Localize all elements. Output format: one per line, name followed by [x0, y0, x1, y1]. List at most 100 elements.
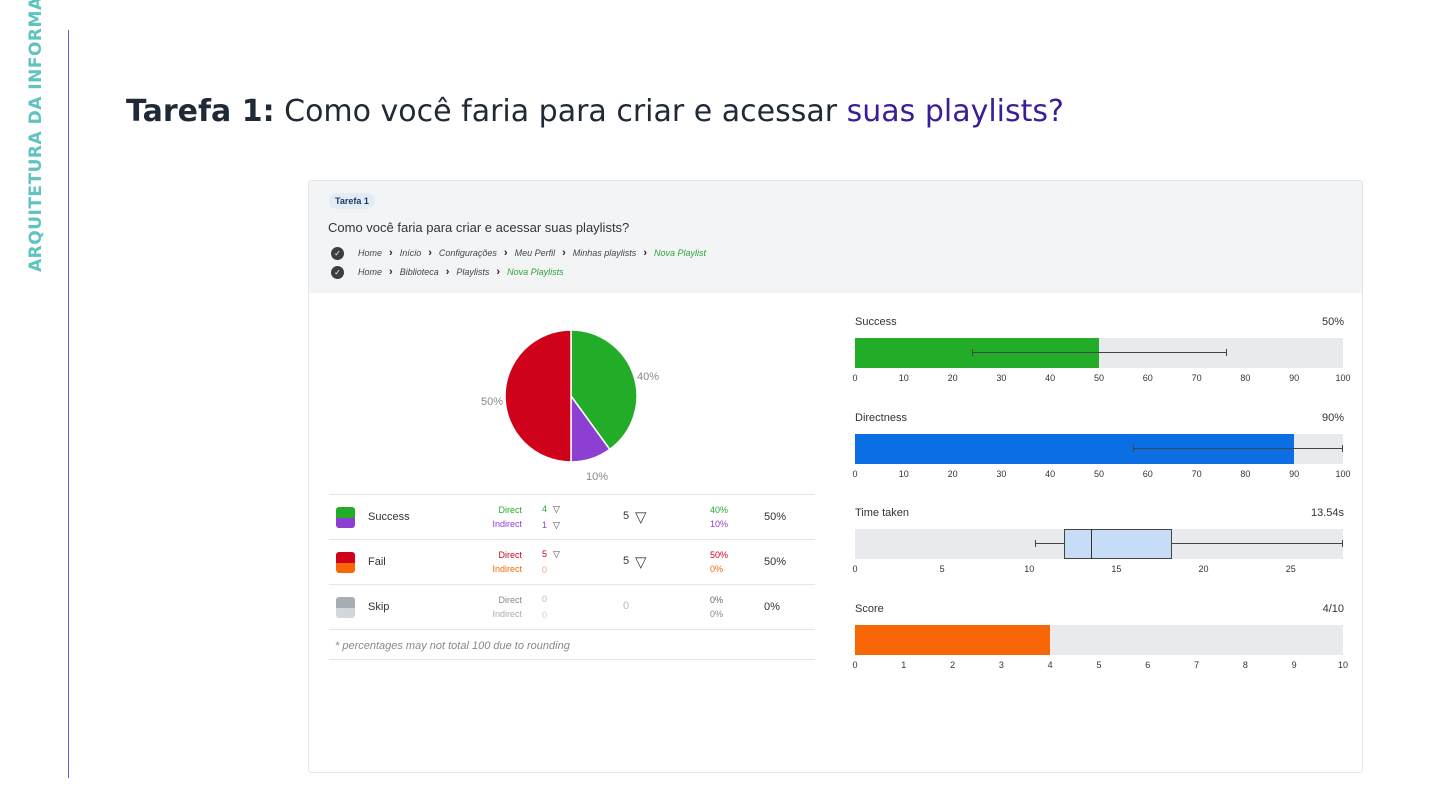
indirect-label: Indirect — [492, 519, 522, 529]
pie-label-fail: 50% — [481, 396, 504, 408]
tick-label: 100 — [1335, 373, 1351, 383]
tick-label: 10 — [1024, 564, 1035, 574]
indirect-count: 0 — [542, 610, 548, 620]
page-title: Tarefa 1: Como você faria para criar e a… — [126, 94, 1064, 129]
tick-label: 0 — [852, 564, 858, 574]
tick-label: 8 — [1242, 660, 1248, 670]
correct-path-1: ✓ Home › Início › Configurações › Meu Perfil › M… — [331, 246, 706, 260]
success-swatch — [336, 507, 355, 528]
chevron-right-icon: › — [643, 247, 647, 259]
indirect-count: 1 — [542, 520, 548, 530]
table-row-fail: Fail Direct Indirect 5 ▽ 0 5 ▽ 50% 0% 50… — [329, 539, 815, 584]
tick-label: 90 — [1289, 373, 1300, 383]
filter-icon[interactable]: ▽ — [553, 549, 560, 559]
path-step: Minhas playlists — [572, 248, 637, 258]
error-cap — [1133, 445, 1135, 452]
side-section-label: ARQUITETURA DA INFORMAÇÃO — [26, 0, 46, 272]
skip-swatch — [336, 597, 355, 618]
row-name: Fail — [368, 556, 386, 568]
bar-fill — [855, 338, 1099, 368]
side-divider — [68, 30, 69, 778]
error-bar — [972, 352, 1226, 353]
direct-count: 0 — [542, 594, 548, 604]
path-step: Playlists — [456, 267, 490, 277]
results-table: Success Direct Indirect 4 ▽ 1 ▽ 5 ▽ 40% … — [329, 494, 815, 660]
tick-label: 0 — [852, 469, 858, 479]
path-step: Configurações — [438, 248, 497, 258]
row-total: 0 — [623, 600, 630, 612]
tick-label: 70 — [1191, 469, 1202, 479]
title-task-number: Tarefa 1: — [126, 94, 275, 129]
tick-label: 40 — [1045, 469, 1056, 479]
correct-path-2: ✓ Home › Biblioteca › Playlists › Nova Playlis… — [331, 265, 564, 279]
row-total-percent: 50% — [764, 511, 787, 523]
axis-ticks: 0 10 20 30 40 50 60 70 80 90 100 — [852, 469, 1350, 481]
task-header: Tarefa 1 Como você faria para criar e ac… — [309, 181, 1362, 293]
metric-value: 50% — [1321, 316, 1344, 328]
filter-icon[interactable]: ▽ — [635, 509, 647, 526]
tick-label: 50 — [1093, 373, 1105, 383]
tick-label: 25 — [1285, 564, 1296, 574]
tick-label: 70 — [1191, 373, 1202, 383]
metric-title: Time taken — [855, 507, 910, 519]
indirect-label: Indirect — [492, 564, 522, 574]
path-step: Home — [358, 267, 383, 277]
direct-percent: 50% — [710, 550, 729, 560]
row-total: 5 — [623, 555, 630, 567]
direct-count: 5 — [542, 549, 548, 559]
task-question: Como você faria para criar e acessar sua… — [328, 220, 630, 235]
box-whisker — [1034, 543, 1343, 544]
axis-ticks: 0 1 2 3 4 5 6 7 8 9 10 — [852, 660, 1348, 672]
chevron-right-icon: › — [445, 266, 450, 278]
direct-percent: 40% — [710, 505, 729, 515]
metric-success: Success 50% 0 10 20 30 40 50 60 70 80 90 100 — [852, 316, 1350, 386]
title-highlight: suas playlists? — [846, 94, 1064, 129]
tick-label: 4 — [1047, 660, 1053, 670]
path-step: Meu Perfil — [514, 248, 556, 258]
tick-label: 60 — [1142, 373, 1153, 383]
table-footnote-row: * percentages may not total 100 due to r… — [329, 629, 815, 660]
tick-label: 3 — [998, 660, 1004, 670]
metric-directness: Directness 90% 0 10 20 30 40 50 60 70 80 90 100 — [852, 412, 1350, 482]
chevron-right-icon: › — [389, 247, 393, 259]
tick-label: 80 — [1240, 469, 1251, 479]
tick-label: 10 — [898, 469, 909, 479]
tick-label: 6 — [1145, 660, 1151, 670]
row-total-percent: 50% — [764, 556, 787, 568]
tick-label: 20 — [947, 373, 958, 383]
indirect-percent: 10% — [710, 519, 729, 529]
pie-slice-fail — [504, 329, 572, 463]
path-step: Home — [358, 248, 383, 258]
metric-value: 13.54s — [1310, 507, 1344, 519]
direct-label: Direct — [498, 505, 522, 515]
bar-track — [855, 434, 1343, 464]
metric-score: Score 4/10 0 1 2 3 4 5 6 7 8 9 10 — [852, 603, 1348, 673]
tick-label: 9 — [1291, 660, 1297, 670]
tick-label: 0 — [852, 373, 858, 383]
filter-icon[interactable]: ▽ — [553, 520, 560, 530]
task-result-card: Tarefa 1 Como você faria para criar e ac… — [308, 180, 1363, 773]
interquartile-box — [1064, 529, 1173, 559]
chevron-right-icon: › — [496, 266, 501, 278]
pie-svg — [504, 329, 638, 463]
indirect-label: Indirect — [492, 609, 522, 619]
tick-label: 20 — [947, 469, 958, 479]
tick-label: 60 — [1142, 469, 1153, 479]
task-badge: Tarefa 1 — [329, 193, 375, 209]
check-icon: ✓ — [331, 265, 344, 279]
tick-label: 50 — [1093, 469, 1105, 479]
row-name: Skip — [368, 601, 390, 613]
tick-label: 5 — [939, 564, 945, 574]
box-track — [855, 529, 1343, 559]
chevron-right-icon: › — [428, 247, 432, 259]
median-line — [1090, 529, 1092, 559]
filter-icon[interactable]: ▽ — [635, 554, 647, 571]
path-step: Biblioteca — [399, 267, 439, 277]
tick-label: 90 — [1289, 469, 1300, 479]
check-icon: ✓ — [331, 246, 344, 260]
axis-ticks: 0 5 10 15 20 25 — [852, 564, 1343, 576]
whisker-cap — [1342, 540, 1343, 547]
outcome-pie-chart: 40% 10% 50% — [469, 319, 679, 499]
filter-icon[interactable]: ▽ — [553, 504, 560, 514]
whisker-cap — [1034, 540, 1036, 547]
